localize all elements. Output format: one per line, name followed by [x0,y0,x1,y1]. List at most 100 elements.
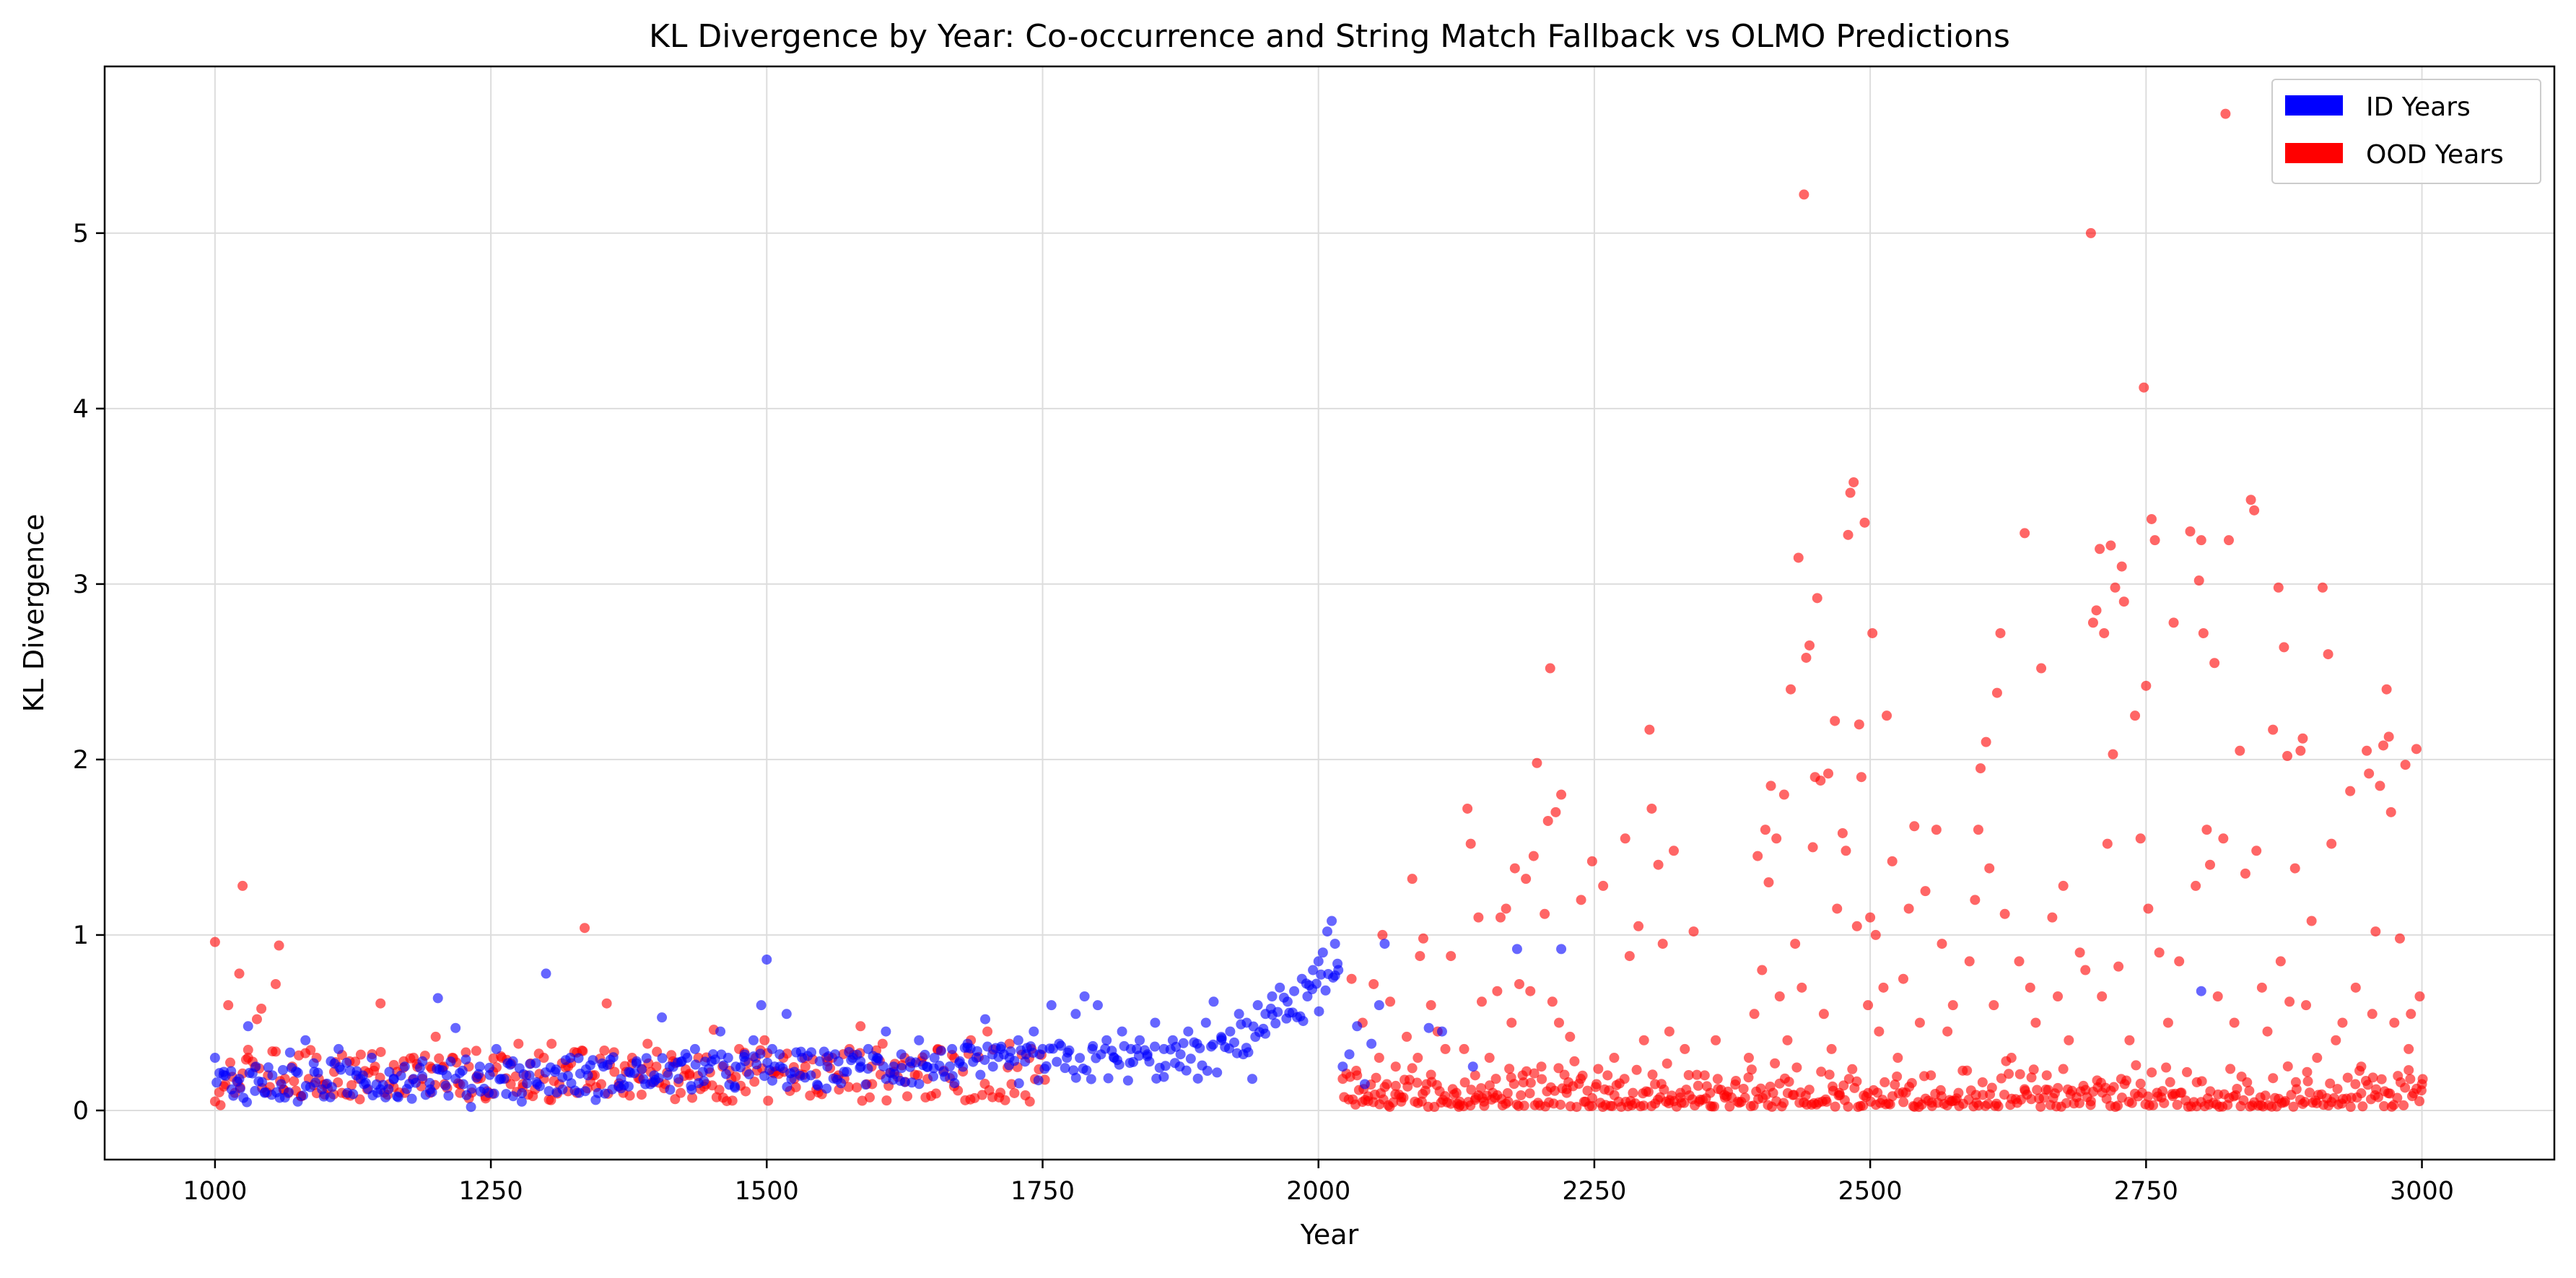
data-point-ood-years [1843,1101,1854,1112]
data-point-ood-years [1529,1068,1540,1079]
data-point-id-years [982,1041,993,1052]
data-point-id-years [541,968,551,979]
data-point-id-years [417,1071,428,1082]
data-point-id-years [443,1090,454,1101]
data-point-id-years [1316,969,1327,980]
data-point-id-years [1208,1039,1218,1050]
data-point-ood-years [2300,1097,2310,1108]
data-point-ood-years [1834,1087,1845,1098]
data-point-ood-years [1824,1069,1835,1080]
data-point-id-years [1344,1049,1355,1060]
data-point-id-years [800,1072,811,1083]
data-point-ood-years [1650,1079,1661,1090]
data-point-id-years [505,1059,515,1070]
data-point-id-years [1359,1079,1370,1090]
data-point-ood-years [1647,1069,1658,1080]
data-point-ood-years [1407,1063,1418,1074]
data-point-ood-years [1694,1096,1705,1107]
data-point-id-years [641,1053,652,1064]
data-point-id-years [1013,1078,1024,1089]
data-point-id-years [1302,991,1313,1001]
data-point-id-years [543,1086,554,1097]
data-point-ood-years [1818,1009,1829,1020]
data-point-ood-years [2378,740,2389,751]
data-point-ood-years [2389,1017,2400,1028]
data-point-ood-years [2118,596,2129,607]
data-point-ood-years [1346,973,1357,984]
data-point-id-years [1366,1038,1377,1049]
data-point-ood-years [1804,640,1815,651]
data-point-id-years [1070,1072,1081,1083]
data-point-id-years [968,1056,979,1067]
data-point-ood-years [1783,1077,1794,1087]
data-point-ood-years [1521,874,1532,884]
data-point-ood-years [1964,956,1975,967]
data-point-ood-years [2053,991,2064,1001]
data-point-ood-years [1743,1053,1754,1064]
data-point-id-years [774,1049,785,1060]
data-point-ood-years [1977,1077,1988,1087]
data-point-id-years [267,1070,278,1081]
data-point-id-years [914,1079,925,1090]
data-point-ood-years [2350,1079,2361,1090]
data-point-id-years [686,1084,697,1095]
legend-swatch-ood-years [2285,143,2343,163]
data-point-ood-years [2025,982,2035,993]
data-point-ood-years [1451,1087,1462,1098]
data-point-ood-years [1790,939,1801,949]
data-point-id-years [326,1082,337,1092]
data-point-ood-years [1504,1064,1515,1074]
data-point-ood-years [1812,593,1822,604]
data-point-id-years [699,1076,710,1087]
data-point-ood-years [2162,1017,2173,1028]
data-point-ood-years [1524,1088,1535,1099]
data-point-ood-years [2218,833,2229,844]
data-point-id-years [1252,1000,1263,1011]
data-point-ood-years [636,1090,647,1100]
data-point-ood-years [2191,880,2201,891]
data-point-id-years [638,1074,649,1084]
data-point-ood-years [2375,781,2385,791]
data-point-ood-years [1906,1077,1917,1088]
data-point-ood-years [2289,863,2300,874]
data-point-ood-years [2405,1074,2416,1084]
data-point-id-years [399,1061,410,1072]
data-point-ood-years [471,1046,481,1056]
data-point-ood-years [1580,1096,1591,1107]
data-point-id-years [1236,1019,1246,1030]
data-point-ood-years [1778,789,1789,800]
data-point-id-years [920,1049,930,1060]
data-point-ood-years [1830,716,1841,726]
data-point-ood-years [1843,1074,1854,1084]
data-point-ood-years [510,1071,521,1082]
data-point-id-years [1020,1056,1031,1067]
data-point-ood-years [460,1047,471,1058]
data-point-ood-years [1988,1000,1999,1011]
data-point-ood-years [2004,1069,2014,1079]
data-point-ood-years [1542,815,1553,826]
data-point-ood-years [274,940,284,951]
data-point-ood-years [2260,1090,2271,1101]
data-point-ood-years [1466,1084,1477,1095]
data-point-id-years [573,1053,584,1064]
data-point-ood-years [1470,1070,1480,1081]
data-point-id-years [833,1056,844,1066]
data-point-ood-years [1804,1084,1815,1095]
data-point-id-years [1379,939,1390,949]
data-point-ood-years [1953,1087,1964,1098]
data-point-id-years [690,1059,701,1070]
data-point-ood-years [2097,991,2108,1001]
data-point-ood-years [2297,733,2308,744]
data-point-ood-years [1738,1083,1749,1094]
data-point-ood-years [1402,1031,1413,1042]
data-point-id-years [458,1079,468,1090]
data-point-ood-years [2383,731,2394,742]
data-point-id-years [1114,1059,1125,1070]
data-point-id-years [1048,1043,1059,1054]
data-point-id-years [1352,1021,1363,1032]
data-point-ood-years [2317,582,2328,593]
data-point-ood-years [1832,903,1843,914]
data-point-ood-years [430,1031,441,1042]
data-point-id-years [1511,944,1522,955]
data-point-ood-years [1807,842,1818,853]
